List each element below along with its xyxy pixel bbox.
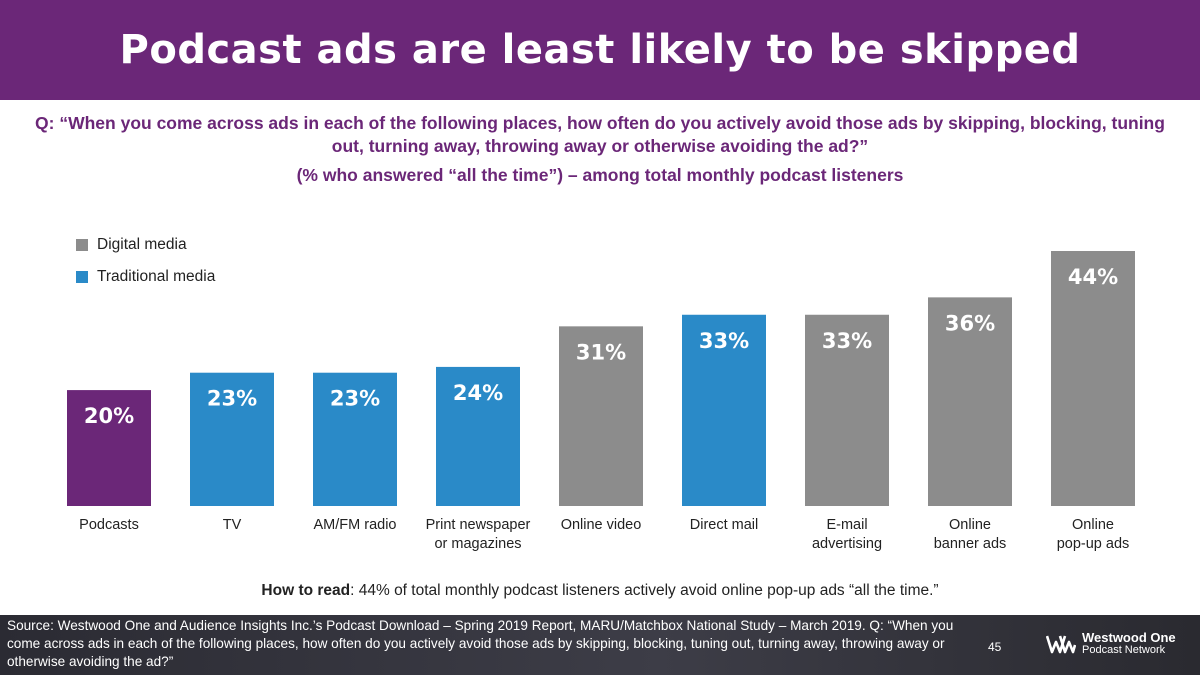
source-note: Source: Westwood One and Audience Insigh… [7, 618, 954, 669]
legend-label-digital: Digital media [97, 236, 187, 253]
chart-legend: Digital media Traditional media [76, 229, 215, 293]
bar-value-label: 44% [1068, 265, 1118, 289]
bar [436, 366, 520, 506]
bar [805, 314, 889, 506]
category-label: banner ads [934, 536, 1007, 552]
category-label: Print newspaper [426, 517, 531, 533]
category-label: advertising [812, 536, 882, 552]
bar-value-label: 33% [699, 329, 749, 353]
how-to-read: How to read: 44% of total monthly podcas… [0, 582, 1200, 600]
category-label: pop-up ads [1057, 536, 1130, 552]
category-label: Online [949, 517, 991, 533]
bar-value-label: 31% [576, 340, 626, 364]
bar [682, 314, 766, 506]
page-title: Podcast ads are least likely to be skipp… [119, 27, 1081, 73]
waveform-logo-icon [1046, 635, 1076, 654]
survey-question: Q: “When you come across ads in each of … [35, 113, 1165, 156]
bar-value-label: 20% [84, 404, 134, 428]
category-label: Online [1072, 517, 1114, 533]
bar-value-label: 33% [822, 329, 872, 353]
bar [559, 326, 643, 506]
westwood-one-logo: Westwood One Podcast Network [1046, 630, 1176, 656]
legend-label-traditional: Traditional media [97, 268, 216, 285]
bar [928, 297, 1012, 506]
bar [1051, 251, 1135, 506]
logo-name: Westwood One [1082, 630, 1176, 645]
logo-subtitle: Podcast Network [1082, 644, 1166, 656]
category-label: E-mail [826, 517, 867, 533]
bar [67, 390, 151, 506]
bar-value-label: 23% [330, 387, 380, 411]
footer-bar: Source: Westwood One and Audience Insigh… [0, 615, 1200, 675]
title-banner: Podcast ads are least likely to be skipp… [0, 0, 1200, 100]
how-to-read-label: How to read [261, 582, 351, 599]
survey-subquestion: (% who answered “all the time”) – among … [296, 165, 904, 185]
how-to-read-text: : 44% of total monthly podcast listeners… [350, 582, 939, 599]
legend-swatch-traditional [76, 271, 88, 283]
bar-chart: 20% Podcasts 23% TV 23% AM/FM radio 24% Print n… [67, 251, 1135, 552]
category-label: Online video [561, 517, 642, 533]
legend-item-traditional: Traditional media [76, 261, 215, 293]
legend-item-digital: Digital media [76, 229, 215, 261]
bar-value-label: 24% [453, 381, 503, 405]
bar [313, 372, 397, 506]
category-label: or magazines [434, 536, 521, 552]
category-label: TV [223, 517, 242, 533]
category-label: Podcasts [79, 517, 139, 533]
category-label: Direct mail [690, 517, 758, 533]
page-number: 45 [988, 640, 1002, 654]
legend-swatch-digital [76, 239, 88, 251]
bar-value-label: 23% [207, 387, 257, 411]
bar-value-label: 36% [945, 311, 995, 335]
category-label: AM/FM radio [314, 517, 397, 533]
bar [190, 372, 274, 506]
